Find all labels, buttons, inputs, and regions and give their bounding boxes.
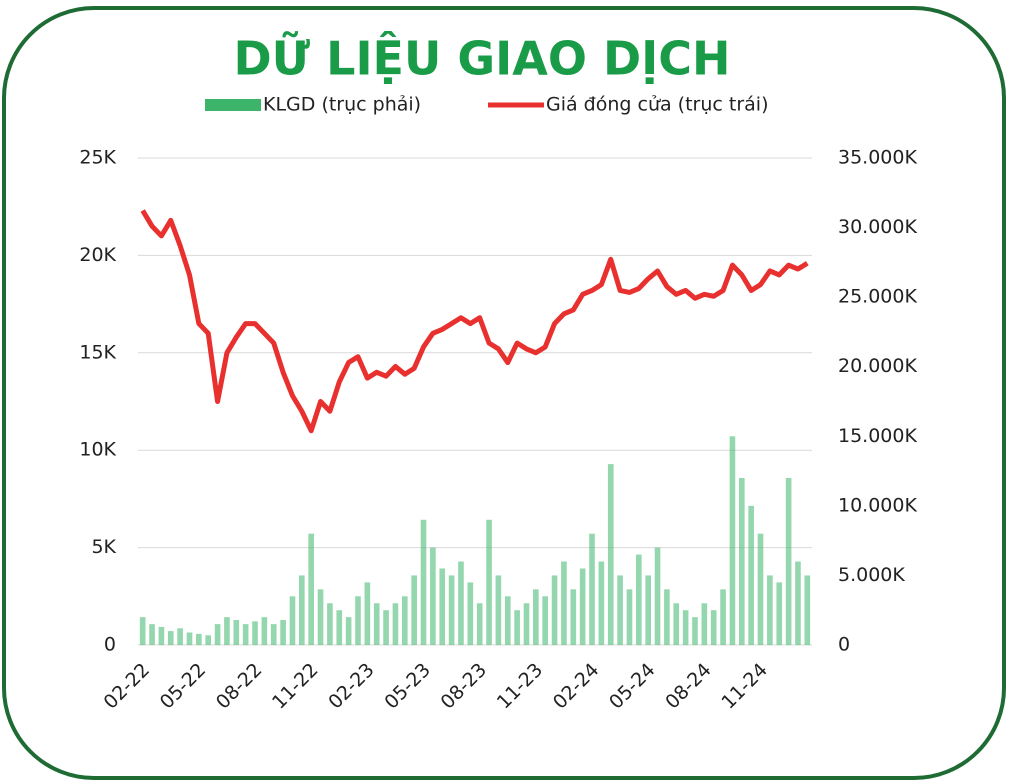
- bar: [448, 575, 455, 645]
- bar: [205, 635, 212, 645]
- legend-label: Giá đóng cửa (trục trái): [546, 94, 768, 116]
- bar: [327, 603, 333, 645]
- bar: [270, 624, 277, 645]
- bar: [598, 561, 605, 645]
- bar: [795, 561, 801, 645]
- bar: [776, 582, 783, 645]
- bar: [392, 603, 399, 645]
- y2-tick-label: 15.000K: [838, 425, 917, 447]
- bar: [645, 575, 651, 645]
- bar: [692, 617, 698, 645]
- bar: [177, 628, 183, 645]
- bar: [504, 596, 511, 645]
- bar: [242, 624, 249, 645]
- bar: [158, 626, 165, 645]
- bar: [720, 589, 726, 645]
- bar: [542, 596, 549, 645]
- bar: [767, 575, 773, 645]
- bar: [626, 589, 633, 645]
- bar: [355, 596, 361, 645]
- bar: [383, 610, 389, 645]
- bar: [476, 603, 483, 645]
- bar: [682, 610, 689, 645]
- bar: [233, 619, 240, 645]
- legend-label: KLGD (trục phải): [263, 94, 421, 116]
- bar: [533, 589, 539, 645]
- frame: [2, 6, 1006, 780]
- chart-title: DỮ LIỆU GIAO DỊCH: [234, 31, 731, 86]
- bar: [589, 533, 595, 645]
- bar: [729, 436, 736, 645]
- bar: [701, 603, 708, 645]
- bar: [336, 610, 343, 645]
- bar: [401, 596, 408, 645]
- bar: [738, 478, 745, 645]
- bar: [308, 533, 314, 645]
- bar: [280, 619, 286, 645]
- bar: [458, 561, 464, 645]
- y2-tick-label: 5.000K: [838, 564, 905, 586]
- y2-tick-label: 35.000K: [838, 147, 917, 169]
- bar: [139, 617, 146, 645]
- y-tick-label: 0: [104, 634, 116, 656]
- bar: [607, 464, 614, 645]
- bar: [299, 575, 305, 645]
- bar: [196, 633, 202, 645]
- bar: [785, 478, 792, 645]
- bar: [430, 547, 436, 645]
- bar: [617, 575, 623, 645]
- bar: [186, 632, 193, 645]
- bar: [579, 568, 586, 645]
- bar: [654, 547, 661, 645]
- y-tick-label: 10K: [79, 439, 116, 461]
- bar: [561, 561, 567, 645]
- y2-tick-label: 25.000K: [838, 286, 917, 308]
- bar: [495, 575, 502, 645]
- y-tick-label: 5K: [91, 536, 116, 558]
- bar: [345, 617, 352, 645]
- bar: [224, 617, 230, 645]
- legend-swatch: [205, 99, 261, 111]
- y-tick-label: 20K: [79, 244, 116, 266]
- bar: [411, 575, 417, 645]
- bar: [317, 589, 324, 645]
- bar: [673, 603, 680, 645]
- bar: [167, 631, 174, 645]
- bar: [757, 533, 764, 645]
- y2-tick-label: 30.000K: [838, 216, 917, 238]
- y-tick-label: 25K: [79, 147, 116, 169]
- bar: [214, 624, 221, 645]
- bar: [664, 589, 670, 645]
- y2-tick-label: 20.000K: [838, 355, 917, 377]
- bar: [373, 603, 380, 645]
- bar: [149, 624, 155, 645]
- y2-tick-label: 10.000K: [838, 494, 917, 516]
- bar: [261, 617, 268, 645]
- bar: [570, 589, 577, 645]
- bar: [710, 610, 717, 645]
- bar: [748, 505, 754, 645]
- y-tick-label: 15K: [79, 341, 116, 363]
- bar: [636, 554, 642, 645]
- bar: [420, 519, 427, 645]
- bar: [289, 596, 296, 645]
- bar: [364, 582, 371, 645]
- bar: [439, 568, 446, 645]
- bar: [551, 575, 558, 645]
- price-line: [140, 209, 809, 434]
- bar: [467, 582, 474, 645]
- bar: [514, 610, 520, 645]
- bar: [252, 621, 258, 645]
- y2-tick-label: 0: [838, 634, 850, 656]
- bar: [523, 603, 530, 645]
- bar: [486, 519, 492, 645]
- bar: [804, 575, 811, 645]
